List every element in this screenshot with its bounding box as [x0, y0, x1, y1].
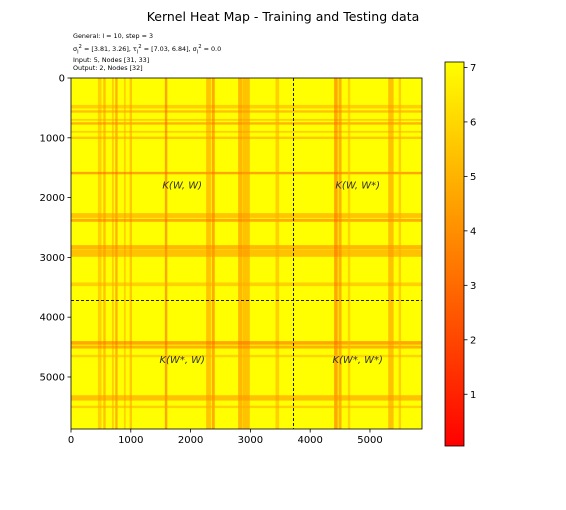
heatmap-cells	[71, 78, 422, 429]
heatmap-band-horizontal	[71, 405, 422, 409]
x-tick-label: 5000	[357, 435, 382, 446]
heatmap-band-vertical	[347, 78, 351, 429]
x-tick-label: 4000	[297, 435, 322, 446]
info-output: Output: 2, Nodes [32]	[73, 64, 143, 72]
heatmap-band-horizontal	[71, 282, 422, 287]
colorbar-tick-label: 4	[470, 226, 476, 237]
colorbar-tick-label: 7	[470, 63, 476, 74]
colorbar-tick-label: 6	[470, 117, 476, 128]
heatmap-band-horizontal	[71, 395, 422, 401]
info-noise-value: = 0.0	[201, 45, 222, 54]
info-input: Input: 5, Nodes [31, 33]	[73, 56, 150, 64]
colorbar-tick-label: 5	[470, 172, 476, 183]
heatmap-band-vertical	[338, 78, 342, 429]
info-tau-values: = [7.03, 6.84], σ	[141, 45, 197, 54]
axes: 0 1000 2000 3000 4000 5000 0 1000 2000 3000 4000 50…	[40, 74, 423, 446]
x-tick-label: 2000	[178, 435, 203, 446]
colorbar-gradient	[444, 61, 465, 447]
block-label-train-test: K(W, W*)	[335, 181, 380, 192]
x-tick-label: 0	[68, 435, 74, 446]
y-tick-label: 2000	[40, 193, 65, 204]
block-label-train-train: K(W, W)	[162, 181, 202, 192]
heatmap-band-vertical	[334, 78, 338, 429]
colorbar: 1 2 3 4 5 6 7	[444, 61, 476, 447]
heatmap-band-vertical	[275, 78, 280, 429]
y-tick-label: 5000	[40, 372, 65, 383]
heatmap-band-horizontal	[71, 341, 422, 345]
info-sigma-symbol: σ	[73, 45, 78, 54]
y-tick-label: 4000	[40, 313, 65, 324]
info-hyperparameters: σl2 = [3.81, 3.26], τl2 = [7.03, 6.84], …	[73, 44, 222, 56]
chart-title: Kernel Heat Map - Training and Testing d…	[146, 9, 420, 24]
block-label-test-test: K(W*, W*)	[332, 355, 383, 366]
heatmap-band-horizontal	[71, 345, 422, 349]
heatmap-band-horizontal	[71, 249, 422, 257]
info-sigma-values: = [3.81, 3.26], τ	[81, 45, 137, 54]
colorbar-tick-label: 1	[470, 390, 476, 401]
heatmap-band-vertical	[388, 78, 394, 429]
colorbar-tick-label: 3	[470, 281, 476, 292]
y-tick-label: 0	[59, 74, 65, 85]
y-tick-label: 1000	[40, 133, 65, 144]
block-label-test-train: K(W*, W)	[159, 355, 205, 366]
colorbar-tick-label: 2	[470, 335, 476, 346]
x-tick-label: 1000	[118, 435, 143, 446]
heatmap-band-horizontal	[71, 354, 422, 358]
heatmap-band-vertical	[398, 78, 402, 429]
x-tick-label: 3000	[238, 435, 263, 446]
y-tick-label: 3000	[40, 253, 65, 264]
info-general: General: l = 10, step = 3	[73, 32, 154, 40]
plot-frame	[70, 77, 423, 430]
plot-area: K(W, W) K(W, W*) K(W*, W) K(W*, W*)	[71, 78, 422, 429]
